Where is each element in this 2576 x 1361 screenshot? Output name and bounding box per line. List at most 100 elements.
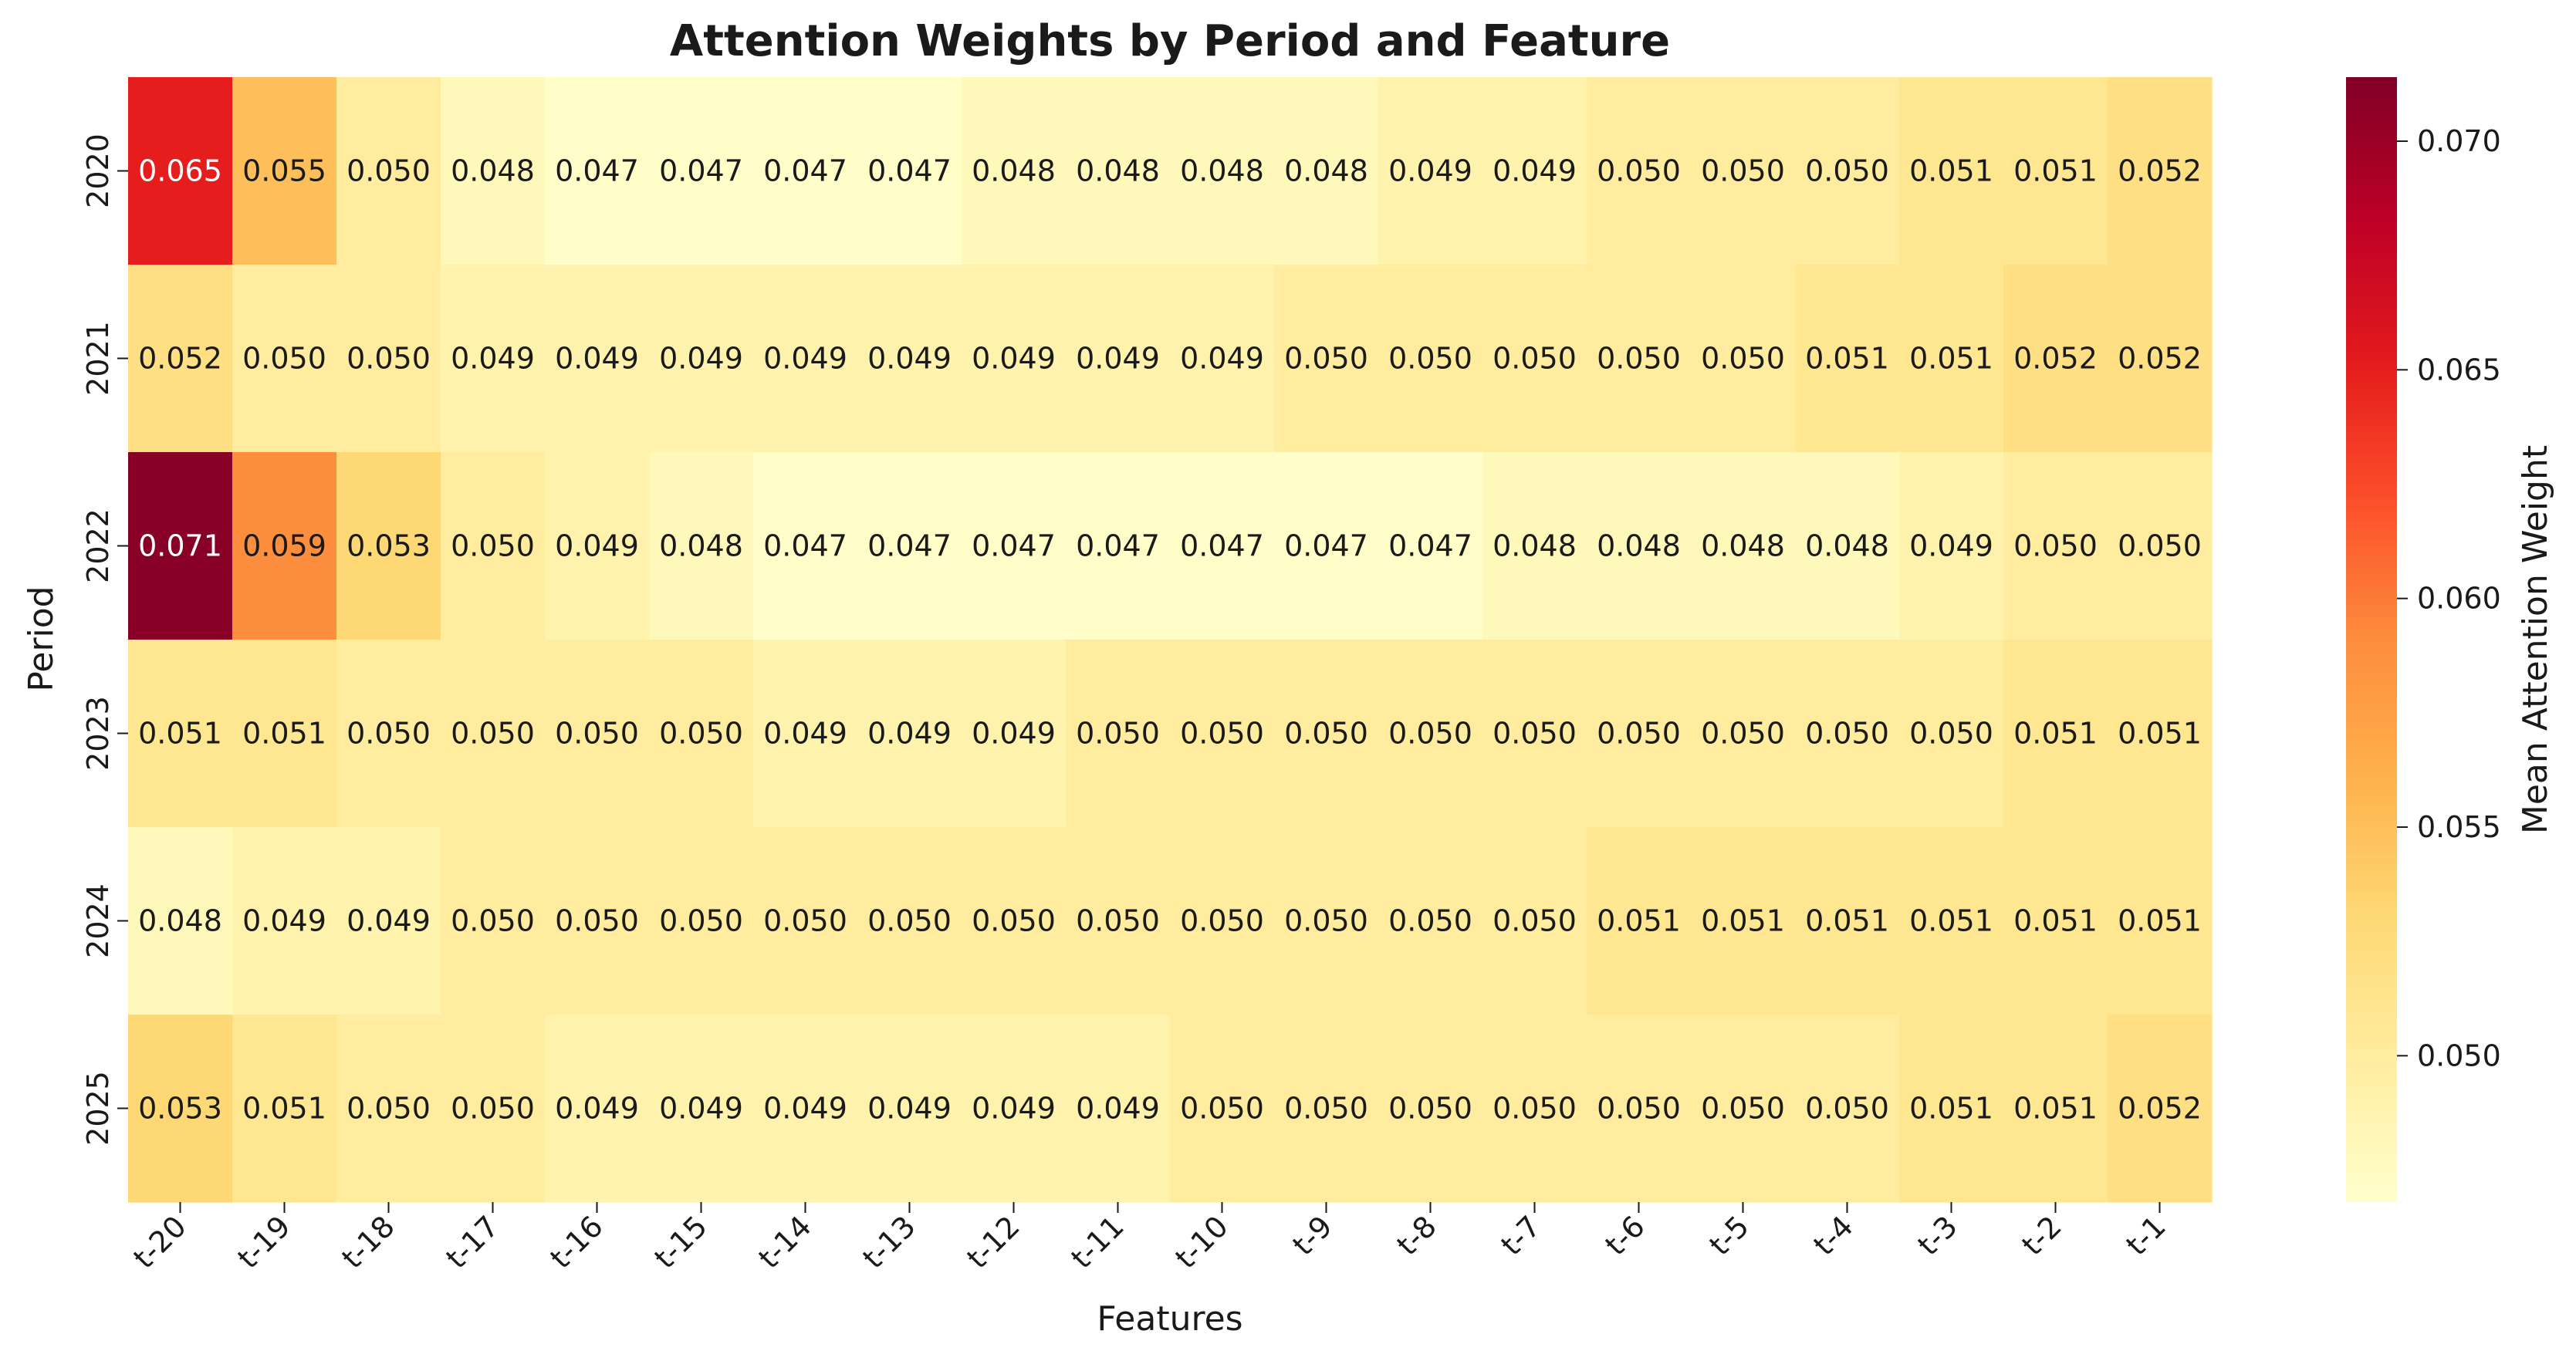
cell-value-label: 0.047 xyxy=(1076,529,1160,563)
cell-value-label: 0.047 xyxy=(1284,529,1368,563)
x-tick-label: t-5 xyxy=(1702,1209,1755,1261)
cell-value-label: 0.048 xyxy=(1284,154,1368,188)
heatmap-cell xyxy=(1066,452,1171,640)
heatmap-cell xyxy=(1274,1015,1379,1203)
heatmap-cell xyxy=(962,827,1067,1015)
cell-value-label: 0.050 xyxy=(1388,717,1472,751)
cell-value-label: 0.049 xyxy=(867,342,952,376)
cell-value-label: 0.050 xyxy=(659,717,743,751)
cell-value-label: 0.051 xyxy=(1909,904,1993,938)
heatmap-cell xyxy=(753,640,858,828)
cell-value-label: 0.049 xyxy=(347,904,431,938)
y-tick-label: 2025 xyxy=(81,1071,115,1146)
heatmap-cell xyxy=(857,265,962,453)
colorbar-tick-label: 0.055 xyxy=(2417,810,2501,844)
cell-value-label: 0.049 xyxy=(1493,154,1577,188)
x-tick-label: t-3 xyxy=(1911,1209,1963,1261)
heatmap-cell xyxy=(1795,827,1900,1015)
cell-value-label: 0.049 xyxy=(1388,154,1472,188)
heatmap-cell xyxy=(441,1015,546,1203)
cell-value-label: 0.071 xyxy=(138,529,222,563)
heatmap-cell xyxy=(649,1015,754,1203)
y-axis-label: Period xyxy=(22,586,61,691)
heatmap-cell xyxy=(962,265,1067,453)
heatmap-cell xyxy=(336,640,441,828)
cell-value-label: 0.049 xyxy=(972,717,1056,751)
x-axis: t-20 t-19 t-18 t-17 t-16 t-15 t-14 t-13 t-12 t-11… xyxy=(127,1202,2172,1275)
heatmap-cell xyxy=(336,827,441,1015)
x-tick-label: t-13 xyxy=(856,1209,922,1275)
heatmap-cell xyxy=(1691,77,1796,265)
heatmap-cell xyxy=(128,640,233,828)
heatmap-cell xyxy=(962,1015,1067,1203)
cell-value-label: 0.049 xyxy=(242,904,326,938)
heatmap-cell xyxy=(1482,452,1587,640)
cell-value-label: 0.047 xyxy=(763,154,847,188)
heatmap-cell xyxy=(1066,77,1171,265)
cell-value-label: 0.051 xyxy=(1805,904,1889,938)
heatmap-cell xyxy=(128,827,233,1015)
heatmap-cell xyxy=(1899,452,2004,640)
cell-value-label: 0.050 xyxy=(763,904,847,938)
cell-value-label: 0.053 xyxy=(138,1092,222,1126)
cell-value-label: 0.049 xyxy=(972,1092,1056,1126)
cell-value-label: 0.050 xyxy=(1388,342,1472,376)
heatmap-cell xyxy=(1795,77,1900,265)
heatmap-cell xyxy=(2003,1015,2108,1203)
cell-value-label: 0.049 xyxy=(763,342,847,376)
heatmap-cell xyxy=(128,452,233,640)
heatmap-cell xyxy=(232,1015,337,1203)
cell-value-label: 0.048 xyxy=(1076,154,1160,188)
cell-value-label: 0.051 xyxy=(2013,1092,2098,1126)
cell-value-label: 0.049 xyxy=(1076,1092,1160,1126)
cell-value-label: 0.050 xyxy=(555,904,639,938)
cell-value-label: 0.050 xyxy=(347,342,431,376)
heatmap-cell xyxy=(1691,640,1796,828)
heatmap-cell xyxy=(1274,452,1379,640)
cell-value-label: 0.051 xyxy=(2013,154,2098,188)
heatmap-cell xyxy=(1691,827,1796,1015)
cell-value-label: 0.050 xyxy=(2013,529,2098,563)
heatmap-cells: 0.065 0.055 0.050 0.048 0.047 0.047 0.047 0.047… xyxy=(128,77,2213,1203)
heatmap-cell xyxy=(1378,640,1483,828)
cell-value-label: 0.047 xyxy=(555,154,639,188)
heatmap-cell xyxy=(1170,1015,1275,1203)
heatmap-cell xyxy=(232,265,337,453)
cell-value-label: 0.050 xyxy=(1597,1092,1681,1126)
cell-value-label: 0.051 xyxy=(2013,904,2098,938)
x-tick-label: t-12 xyxy=(960,1209,1026,1275)
cell-value-label: 0.052 xyxy=(2118,154,2202,188)
heatmap-cell xyxy=(962,452,1067,640)
cell-value-label: 0.050 xyxy=(242,342,326,376)
cell-value-label: 0.050 xyxy=(1284,717,1368,751)
cell-value-label: 0.050 xyxy=(1701,342,1785,376)
cell-value-label: 0.048 xyxy=(1597,529,1681,563)
x-tick-label: t-17 xyxy=(439,1209,505,1275)
heatmap-cell xyxy=(857,452,962,640)
cell-value-label: 0.050 xyxy=(1909,717,1993,751)
cell-value-label: 0.051 xyxy=(1597,904,1681,938)
colorbar-tick-label: 0.065 xyxy=(2417,353,2501,387)
cell-value-label: 0.048 xyxy=(1180,154,1264,188)
heatmap-cell xyxy=(232,452,337,640)
cell-value-label: 0.050 xyxy=(451,529,535,563)
heatmap-cell xyxy=(857,827,962,1015)
cell-value-label: 0.051 xyxy=(1909,1092,1993,1126)
heatmap-cell xyxy=(1691,452,1796,640)
heatmap-cell xyxy=(1066,827,1171,1015)
heatmap-cell xyxy=(753,827,858,1015)
cell-value-label: 0.049 xyxy=(972,342,1056,376)
heatmap-cell xyxy=(2003,77,2108,265)
heatmap-cell xyxy=(128,77,233,265)
heatmap-cell xyxy=(441,640,546,828)
cell-value-label: 0.049 xyxy=(555,529,639,563)
heatmap-cell xyxy=(753,1015,858,1203)
heatmap-cell xyxy=(2108,452,2213,640)
heatmap-cell xyxy=(1274,640,1379,828)
heatmap-cell xyxy=(441,77,546,265)
heatmap-cell xyxy=(2108,640,2213,828)
heatmap-cell xyxy=(857,77,962,265)
cell-value-label: 0.048 xyxy=(659,529,743,563)
cell-value-label: 0.050 xyxy=(1284,1092,1368,1126)
cell-value-label: 0.050 xyxy=(1597,717,1681,751)
